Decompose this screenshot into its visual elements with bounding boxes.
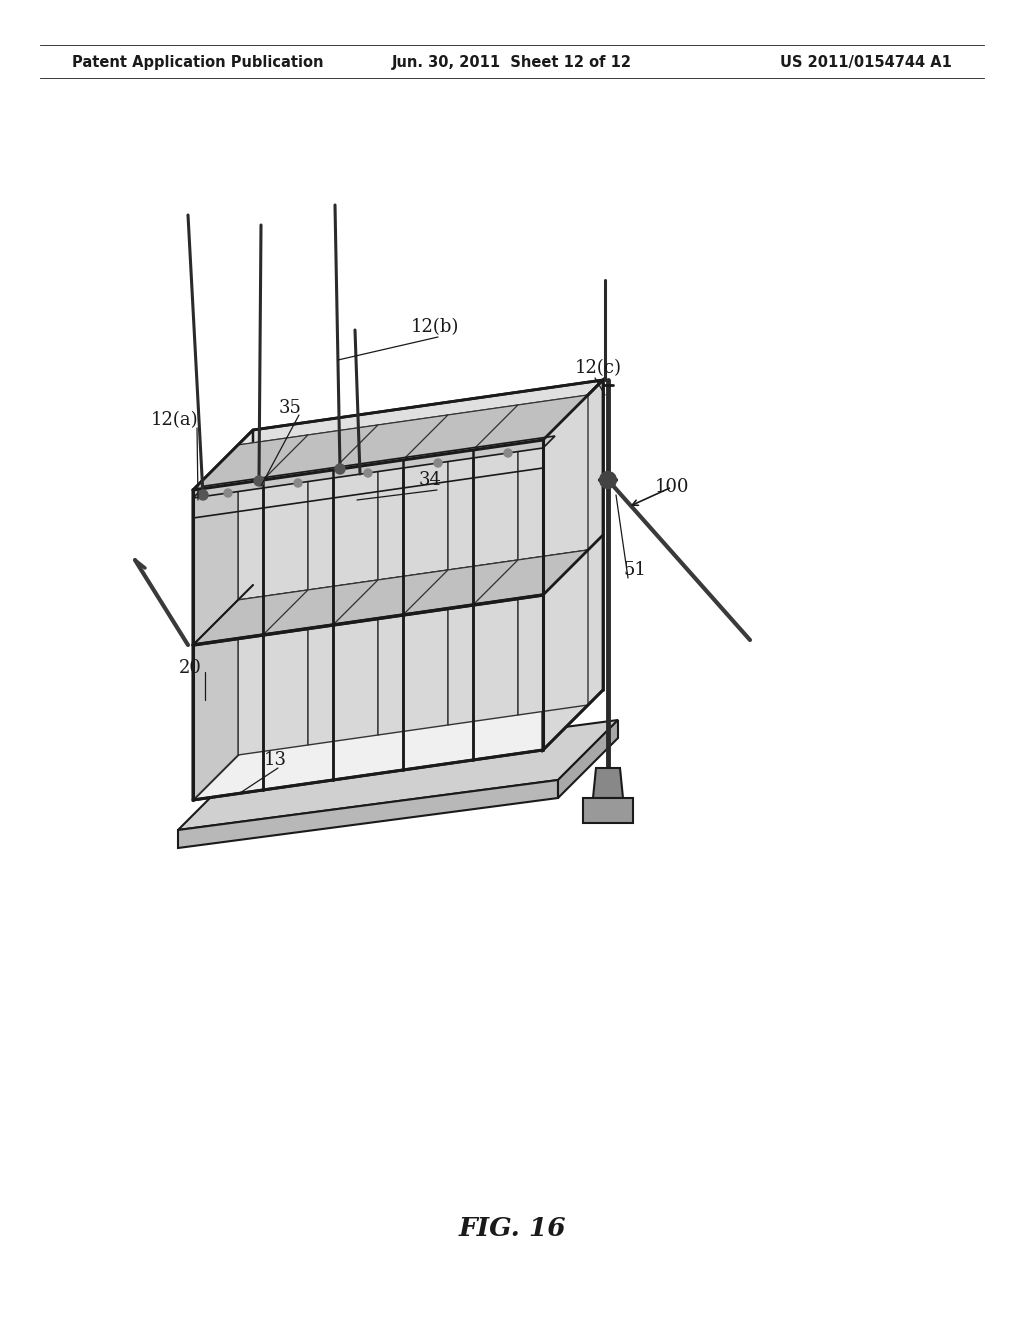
Circle shape — [600, 473, 616, 488]
Polygon shape — [543, 380, 603, 750]
Polygon shape — [308, 579, 378, 744]
Circle shape — [504, 449, 512, 457]
Polygon shape — [403, 405, 518, 459]
Polygon shape — [193, 601, 238, 800]
Polygon shape — [518, 550, 588, 715]
Polygon shape — [193, 436, 555, 498]
Polygon shape — [193, 440, 543, 800]
Polygon shape — [558, 719, 618, 799]
Circle shape — [434, 459, 442, 467]
Circle shape — [364, 469, 372, 477]
Polygon shape — [193, 430, 253, 800]
Text: 20: 20 — [178, 659, 202, 677]
Text: 34: 34 — [419, 471, 441, 488]
Polygon shape — [193, 436, 308, 490]
Polygon shape — [333, 414, 449, 470]
Polygon shape — [178, 719, 618, 830]
Polygon shape — [473, 550, 588, 605]
Polygon shape — [238, 590, 308, 755]
Circle shape — [224, 488, 232, 498]
Text: 100: 100 — [654, 478, 689, 496]
Polygon shape — [333, 570, 449, 624]
Circle shape — [294, 479, 302, 487]
Text: 13: 13 — [263, 751, 287, 770]
Polygon shape — [449, 560, 518, 725]
Text: US 2011/0154744 A1: US 2011/0154744 A1 — [780, 54, 952, 70]
Circle shape — [335, 465, 345, 474]
Text: 12(b): 12(b) — [411, 318, 459, 337]
Polygon shape — [449, 405, 518, 570]
Text: 35: 35 — [279, 399, 301, 417]
Polygon shape — [193, 590, 308, 645]
Text: 51: 51 — [624, 561, 646, 579]
Polygon shape — [518, 395, 588, 560]
Polygon shape — [403, 560, 518, 615]
Text: Patent Application Publication: Patent Application Publication — [72, 54, 324, 70]
Text: 12(c): 12(c) — [574, 359, 622, 378]
Polygon shape — [263, 579, 378, 635]
Circle shape — [254, 477, 264, 486]
Polygon shape — [193, 445, 238, 645]
Text: Jun. 30, 2011  Sheet 12 of 12: Jun. 30, 2011 Sheet 12 of 12 — [392, 54, 632, 70]
Polygon shape — [473, 395, 588, 450]
Circle shape — [198, 490, 208, 500]
Text: FIG. 16: FIG. 16 — [458, 1216, 566, 1241]
Text: 12(a): 12(a) — [152, 411, 199, 429]
Polygon shape — [263, 425, 378, 480]
Polygon shape — [583, 799, 633, 822]
Polygon shape — [378, 414, 449, 579]
Polygon shape — [178, 780, 558, 847]
Polygon shape — [378, 570, 449, 735]
Polygon shape — [308, 425, 378, 590]
Polygon shape — [593, 768, 623, 799]
Polygon shape — [193, 380, 603, 490]
Polygon shape — [238, 436, 308, 601]
